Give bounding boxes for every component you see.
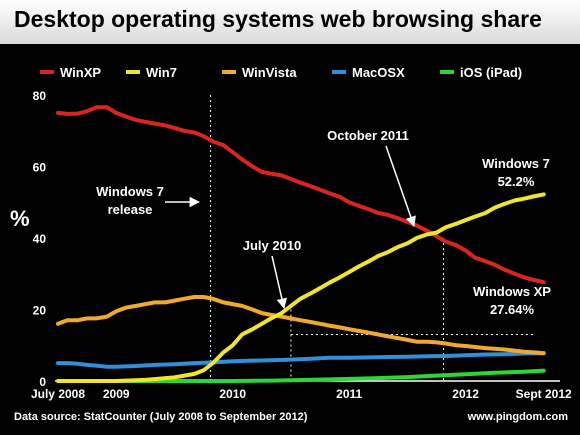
series-line-win7 bbox=[56, 192, 546, 383]
data-source-note: Data source: StatCounter (July 2008 to S… bbox=[14, 411, 308, 423]
legend-label-win7: Win7 bbox=[146, 65, 177, 80]
x-tick-label: Sept 2012 bbox=[516, 387, 572, 401]
annotation-winxp-end-line1: Windows XP bbox=[473, 284, 551, 299]
series-group bbox=[56, 105, 546, 383]
y-tick-label: 20 bbox=[33, 304, 47, 318]
annotation-october-2011: October 2011 bbox=[327, 128, 409, 143]
legend-label-macosx: MacOSX bbox=[352, 65, 405, 80]
annotation-win7-release-line1: Windows 7 bbox=[96, 184, 164, 199]
title-bar: Desktop operating systems web browsing s… bbox=[0, 0, 580, 44]
series-line-winvista bbox=[56, 295, 546, 356]
annotation-july-2010: July 2010 bbox=[243, 238, 302, 253]
series-line-ios-ipad bbox=[56, 368, 546, 383]
annotation-win7-end-line2: 52.2% bbox=[498, 174, 535, 189]
annotations: Windows 7 release July 2010 October 2011… bbox=[96, 128, 551, 317]
annotation-win7-end-line1: Windows 7 bbox=[482, 156, 550, 171]
y-tick-label: 80 bbox=[33, 89, 47, 103]
site-credit: www.pingdom.com bbox=[467, 411, 569, 423]
legend-label-winvista: WinVista bbox=[242, 65, 297, 80]
x-axis-ticks: July 2008 2009 2010 2011 2012 Sept 2012 bbox=[31, 387, 572, 401]
annotation-win7-release-line2: release bbox=[108, 202, 153, 217]
x-tick-label: 2012 bbox=[452, 387, 479, 401]
guide-lines bbox=[210, 95, 534, 381]
legend-label-ios-ipad: iOS (iPad) bbox=[460, 65, 522, 80]
chart-title: Desktop operating systems web browsing s… bbox=[14, 6, 542, 32]
series-line-macosx bbox=[56, 351, 546, 369]
x-tick-label: July 2008 bbox=[31, 387, 85, 401]
y-tick-label: 60 bbox=[33, 161, 47, 175]
y-axis-ticks: 0 20 40 60 80 bbox=[33, 89, 47, 389]
annotation-winxp-end-line2: 27.64% bbox=[490, 302, 535, 317]
y-tick-label: 0 bbox=[39, 375, 46, 389]
annotation-october-2011-arrow bbox=[385, 145, 416, 227]
series-line-winxp bbox=[56, 105, 546, 285]
y-axis-label: % bbox=[10, 206, 30, 231]
legend: WinXP Win7 WinVista MacOSX iOS (iPad) bbox=[40, 65, 522, 80]
y-tick-label: 40 bbox=[33, 232, 47, 246]
x-tick-label: 2009 bbox=[103, 387, 130, 401]
x-tick-label: 2011 bbox=[336, 387, 362, 401]
x-tick-label: 2010 bbox=[219, 387, 246, 401]
legend-label-winxp: WinXP bbox=[60, 65, 101, 80]
annotation-july-2010-arrow bbox=[271, 255, 287, 310]
